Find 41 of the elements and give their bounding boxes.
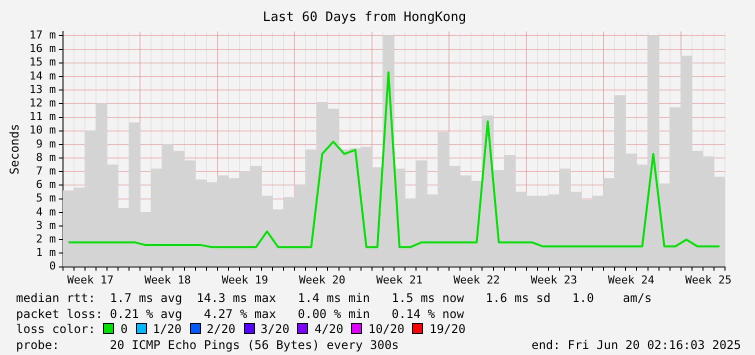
y-tick-label: 16 m bbox=[29, 42, 56, 56]
y-tick-label: 2 m bbox=[36, 232, 56, 246]
y-tick-label: 9 m bbox=[36, 137, 56, 150]
x-tick-label: Week 24 bbox=[608, 273, 655, 286]
text: median rtt: 1.7 ms avg 14.3 ms max 1.4 ms min 1.5 ms now 1.6 ms sd 1.0 am/s bbox=[16, 291, 653, 306]
y-tick-label: 15 m bbox=[29, 56, 56, 69]
y-tick-label: 12 m bbox=[29, 96, 56, 110]
y-tick-label: 4 m bbox=[36, 205, 56, 218]
chart-title: Last 60 Days from HongKong bbox=[262, 10, 466, 26]
legend-label: 10/20 bbox=[368, 322, 404, 336]
y-tick-label: 11 m bbox=[29, 110, 56, 124]
y-tick-label: 0 bbox=[49, 260, 56, 273]
y-tick-label: 7 m bbox=[36, 164, 56, 178]
x-tick-label: Week 21 bbox=[376, 273, 423, 286]
y-tick-label: 3 m bbox=[36, 218, 56, 232]
legend-label: 1/20 bbox=[152, 322, 182, 336]
y-tick-label: 17 m bbox=[29, 28, 56, 42]
x-tick-label: Week 23 bbox=[530, 273, 578, 286]
legend-label: 3/20 bbox=[260, 322, 290, 336]
y-axis-title: Seconds bbox=[7, 124, 22, 174]
y-tick-label: 6 m bbox=[36, 178, 56, 192]
legend-label: 2/20 bbox=[206, 322, 236, 336]
legend-label: 4/20 bbox=[314, 322, 344, 336]
x-tick-label: Week 19 bbox=[222, 273, 268, 286]
x-tick-label: Week 20 bbox=[299, 273, 346, 286]
legend-title: loss color: bbox=[16, 322, 96, 336]
y-tick-label: 8 m bbox=[36, 150, 56, 164]
y-tick-label: 1 m bbox=[36, 246, 56, 260]
x-tick-label: Week 22 bbox=[454, 273, 500, 286]
x-tick-label: Week 18 bbox=[144, 273, 191, 286]
y-tick-label: 13 m bbox=[29, 82, 56, 96]
text: end: Fri Jun 20 02:16:03 2025 bbox=[531, 338, 741, 353]
x-tick-label: Week 17 bbox=[67, 273, 114, 286]
y-tick-label: 10 m bbox=[29, 124, 56, 137]
y-tick-label: 14 m bbox=[29, 69, 56, 82]
legend-label: 19/20 bbox=[429, 322, 466, 336]
x-tick-label: Week 25 bbox=[685, 273, 732, 286]
text: probe: 20 ICMP Echo Pings (56 Bytes) every 300s bbox=[16, 338, 399, 352]
text: packet loss: 0.21 % avg 4.27 % max 0.00 % min 0.14 % now bbox=[16, 306, 465, 322]
legend-label: 0 bbox=[120, 322, 128, 336]
y-tick-label: 5 m bbox=[36, 192, 56, 205]
